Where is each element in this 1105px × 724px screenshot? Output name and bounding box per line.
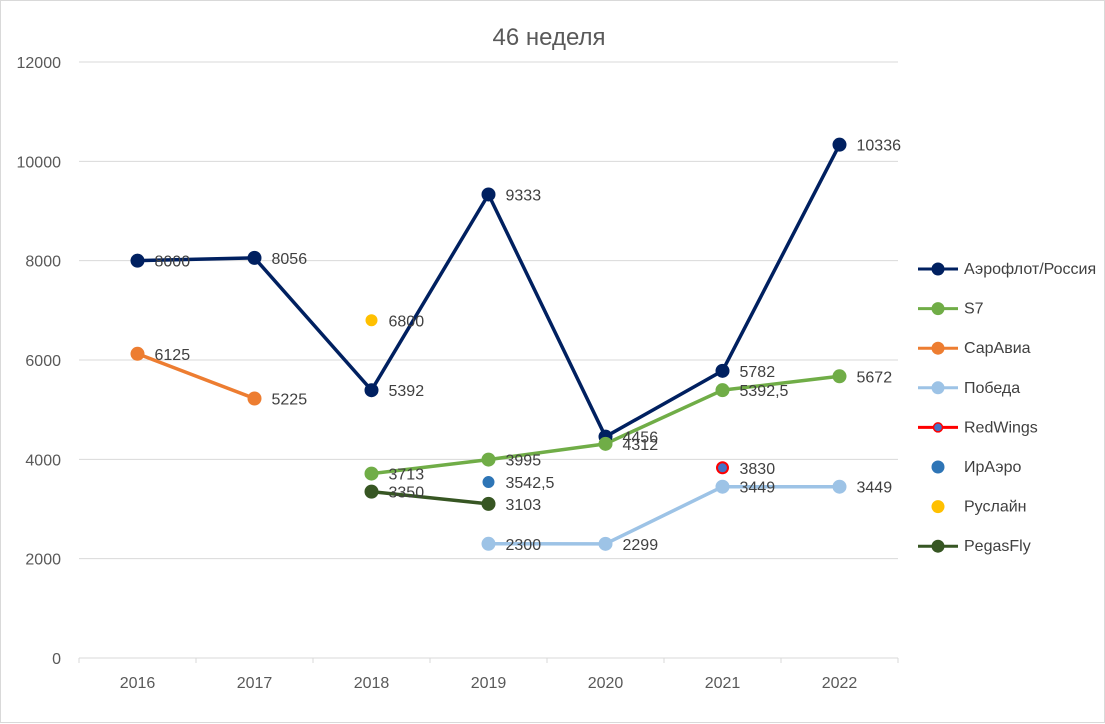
y-tick-label-6000: 6000 [25,353,61,370]
legend-label-4: RedWings [964,419,1038,436]
x-tick-label-2021: 2021 [705,675,741,692]
series-0-label-2022: 10336 [857,138,902,155]
legend-entry-3: Победа [918,380,1020,397]
series-1-label-2019: 3995 [506,453,542,470]
series-3-label-2019: 2300 [506,537,542,554]
series-1-point-2018 [364,466,379,481]
series-1-label-2020: 4312 [623,437,659,454]
legend-label-0: Аэрофлот/Россия [964,261,1096,278]
legend-entry-5: ИрАэро [931,459,1021,476]
legend: Аэрофлот/Россия S7 СарАвиа Победа RedWings Ир… [918,261,1096,555]
series-markers [130,137,847,551]
series-7-label-2019: 3103 [506,497,542,514]
legend-marker-4 [932,422,944,433]
series-4-point-2021 [716,461,729,475]
series-5-point-2019 [482,476,495,489]
series-3-point-2022 [832,479,847,494]
gridlines [79,61,898,560]
legend-marker-6 [931,500,945,514]
legend-label-3: Победа [964,380,1020,397]
series-0-label-2020: 4456 [623,430,659,447]
legend-marker-2 [931,341,945,355]
series-0-point-2016 [130,253,145,268]
series-2-point-2016 [130,346,145,361]
data-labels: 8000 8056 5392 9333 4456 5782 10336 3713 3995 431… [155,138,902,554]
series-0-label-2017: 8056 [272,251,308,268]
series-0-label-2016: 8000 [155,254,191,271]
series-4-label-2021: 3830 [740,461,776,478]
series-7-label-2018: 3350 [389,485,425,502]
series-2-label-2017: 5225 [272,391,308,408]
series-0-point-2019 [481,187,496,202]
y-tick-label-8000: 8000 [25,254,61,271]
series-1-label-2021: 5392,5 [740,383,789,400]
y-tick-label-0: 0 [52,651,61,668]
series-2-line [135,352,257,401]
series-0-label-2018: 5392 [389,383,425,400]
legend-entry-2: СарАвиа [918,340,1031,357]
series-0-point-2021 [715,363,730,378]
legend-label-5: ИрАэро [964,459,1021,476]
series-1-point-2020 [598,436,613,451]
series-1-point-2022 [832,369,847,384]
axes: 0 2000 4000 6000 8000 10000 12000 2016 2017 2018 2… [17,55,899,692]
series-3-label-2021: 3449 [740,480,776,497]
series-3-label-2020: 2299 [623,537,659,554]
series-0-point-2018 [364,383,379,398]
series-3-label-2022: 3449 [857,480,893,497]
series-7-point-2018 [364,484,379,499]
legend-marker-3 [931,381,945,395]
x-tick-label-2019: 2019 [471,675,507,692]
series-3-point-2020 [598,536,613,551]
legend-marker-5 [931,460,945,474]
series-6-point-2018 [365,314,378,327]
series-3-line [486,484,842,546]
series-0-label-2021: 5782 [740,364,776,381]
x-tick-label-2018: 2018 [354,675,390,692]
x-tick-label-2020: 2020 [588,675,624,692]
legend-marker-0 [931,262,945,276]
legend-entry-1: S7 [918,301,984,318]
legend-marker-1 [931,302,945,316]
x-tick-label-2022: 2022 [822,675,858,692]
series-2-point-2017 [247,391,262,406]
series-1-label-2022: 5672 [857,369,893,386]
legend-label-2: СарАвиа [964,340,1031,357]
y-tick-label-10000: 10000 [17,154,62,171]
series-1-label-2018: 3713 [389,467,425,484]
legend-label-1: S7 [964,301,984,318]
series-0-label-2019: 9333 [506,187,542,204]
legend-label-6: Руслайн [964,499,1027,516]
legend-entry-6: Руслайн [931,499,1027,516]
chart-title: 46 неделя [493,24,606,51]
legend-marker-7 [931,539,945,553]
y-tick-label-12000: 12000 [17,55,62,72]
series-6-label-2018: 6800 [389,313,425,330]
legend-label-7: PegasFly [964,538,1031,555]
series-0-point-2022 [832,137,847,152]
legend-entry-0: Аэрофлот/Россия [918,261,1096,278]
series-5-label-2019: 3542,5 [506,475,555,492]
series-3-point-2019 [481,536,496,551]
series-2-label-2016: 6125 [155,347,191,364]
legend-entry-4: RedWings [918,419,1038,436]
series-1-point-2021 [715,383,730,398]
x-tick-label-2016: 2016 [120,675,156,692]
series-7-point-2019 [481,496,496,511]
series-1-point-2019 [481,452,496,467]
x-tick-label-2017: 2017 [237,675,273,692]
y-tick-label-2000: 2000 [25,552,61,569]
series-7-line [369,489,491,506]
legend-entry-7: PegasFly [918,538,1031,555]
series-3-point-2021 [715,479,730,494]
series-0-point-2017 [247,250,262,265]
y-tick-label-4000: 4000 [25,452,61,469]
